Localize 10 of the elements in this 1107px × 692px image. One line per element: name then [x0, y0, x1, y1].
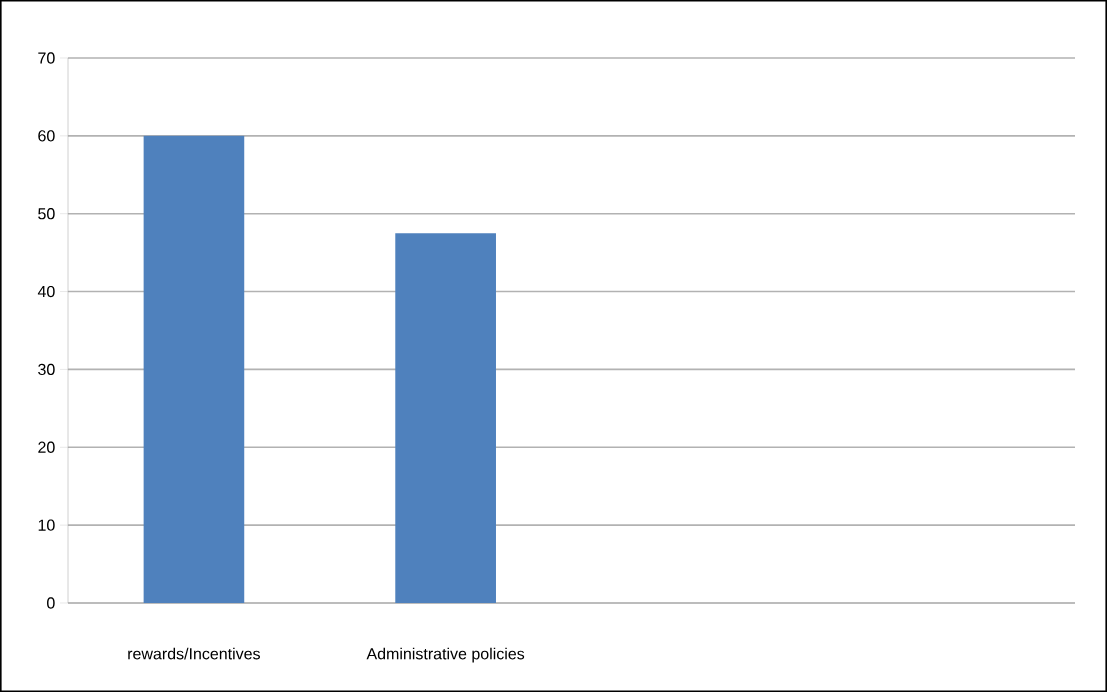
- y-tick-label: 20: [38, 441, 55, 453]
- y-tick-label: 40: [37, 285, 55, 298]
- y-tick-label: 70: [38, 52, 55, 64]
- y-tick-label: 0: [47, 597, 55, 609]
- y-tick-label: 50: [38, 208, 55, 220]
- x-tick-label: Administrative policies: [366, 647, 525, 663]
- y-tick-label: 30: [38, 363, 55, 376]
- y-tick-label: 10: [38, 519, 55, 531]
- x-tick-label: rewards/Incentives: [128, 647, 260, 660]
- y-tick-label: 60: [38, 130, 55, 142]
